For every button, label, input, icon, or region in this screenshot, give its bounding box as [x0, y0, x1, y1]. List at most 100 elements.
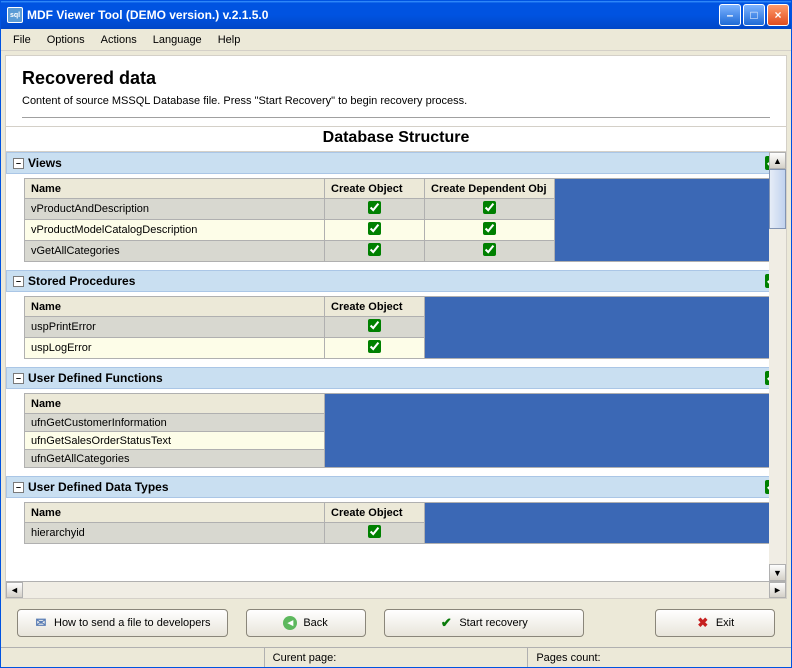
cell-create_object	[325, 523, 425, 544]
scroll-right-button[interactable]: ►	[769, 582, 786, 598]
cell-create_object	[325, 338, 425, 359]
table-filler	[555, 178, 776, 262]
exit-button[interactable]: ✖ Exit	[655, 609, 775, 637]
menu-language[interactable]: Language	[145, 31, 210, 49]
section-title: User Defined Data Types	[28, 480, 765, 494]
start-label: Start recovery	[459, 617, 527, 629]
app-icon: sql	[7, 7, 23, 23]
row-checkbox[interactable]	[368, 222, 381, 235]
close-button[interactable]: ×	[767, 4, 789, 26]
cell-name: ufnGetSalesOrderStatusText	[25, 432, 325, 450]
section-body-user_defined_functions: NameufnGetCustomerInformationufnGetSales…	[6, 389, 786, 476]
back-button[interactable]: ◄ Back	[246, 609, 366, 637]
cell-create_object	[325, 220, 425, 241]
cell-create_object	[325, 317, 425, 338]
x-icon: ✖	[696, 616, 710, 630]
current-page-label: Curent page:	[273, 652, 337, 664]
data-table-views: NameCreate ObjectCreate Dependent ObjvPr…	[24, 178, 555, 262]
vscroll-track[interactable]	[769, 229, 786, 564]
menu-options[interactable]: Options	[39, 31, 93, 49]
menu-actions[interactable]: Actions	[93, 31, 145, 49]
scroll-down-button[interactable]: ▼	[769, 564, 786, 581]
row-checkbox[interactable]	[368, 319, 381, 332]
section-title: User Defined Functions	[28, 371, 765, 385]
howto-button[interactable]: ✉ How to send a file to developers	[17, 609, 228, 637]
section-body-user_defined_data_types: NameCreate Objecthierarchyid	[6, 498, 786, 552]
table-row[interactable]: ufnGetAllCategories	[25, 450, 325, 468]
back-label: Back	[303, 617, 327, 629]
table-row[interactable]: vGetAllCategories	[25, 241, 555, 262]
app-window: sql MDF Viewer Tool (DEMO version.) v.2.…	[0, 0, 792, 668]
row-checkbox[interactable]	[483, 222, 496, 235]
howto-label: How to send a file to developers	[54, 617, 211, 629]
cell-name: ufnGetCustomerInformation	[25, 414, 325, 432]
row-checkbox[interactable]	[368, 525, 381, 538]
section-title: Views	[28, 156, 765, 170]
section-header-user_defined_functions: –User Defined Functions	[6, 367, 786, 389]
titlebar: sql MDF Viewer Tool (DEMO version.) v.2.…	[1, 1, 791, 29]
table-row[interactable]: vProductAndDescription	[25, 199, 555, 220]
cell-name: vProductModelCatalogDescription	[25, 220, 325, 241]
minimize-button[interactable]: –	[719, 4, 741, 26]
database-structure-panel: –ViewsNameCreate ObjectCreate Dependent …	[5, 152, 787, 599]
table-row[interactable]: uspPrintError	[25, 317, 425, 338]
table-filler	[325, 393, 776, 468]
scroll-left-button[interactable]: ◄	[6, 582, 23, 598]
content-area: Recovered data Content of source MSSQL D…	[1, 51, 791, 647]
col-create_object[interactable]: Create Object	[325, 179, 425, 199]
section-header-user_defined_data_types: –User Defined Data Types	[6, 476, 786, 498]
row-checkbox[interactable]	[368, 201, 381, 214]
footer-buttons: ✉ How to send a file to developers ◄ Bac…	[5, 599, 787, 643]
menu-help[interactable]: Help	[210, 31, 249, 49]
collapse-button[interactable]: –	[13, 276, 24, 287]
col-create_dependent[interactable]: Create Dependent Obj	[425, 179, 555, 199]
cell-name: uspLogError	[25, 338, 325, 359]
col-name[interactable]: Name	[25, 297, 325, 317]
table-filler	[425, 502, 776, 544]
col-name[interactable]: Name	[25, 394, 325, 414]
cell-create_dependent	[425, 199, 555, 220]
row-checkbox[interactable]	[368, 340, 381, 353]
row-checkbox[interactable]	[483, 243, 496, 256]
window-title: MDF Viewer Tool (DEMO version.) v.2.1.5.…	[27, 8, 719, 22]
row-checkbox[interactable]	[368, 243, 381, 256]
mail-icon: ✉	[34, 616, 48, 630]
maximize-button[interactable]: □	[743, 4, 765, 26]
col-create_object[interactable]: Create Object	[325, 503, 425, 523]
section-header-stored_procedures: –Stored Procedures	[6, 270, 786, 292]
cell-name: hierarchyid	[25, 523, 325, 544]
structure-scrollarea[interactable]: –ViewsNameCreate ObjectCreate Dependent …	[6, 152, 786, 581]
col-create_object[interactable]: Create Object	[325, 297, 425, 317]
cell-name: uspPrintError	[25, 317, 325, 338]
statusbar: Curent page: Pages count:	[1, 647, 791, 667]
collapse-button[interactable]: –	[13, 158, 24, 169]
table-row[interactable]: vProductModelCatalogDescription	[25, 220, 555, 241]
window-controls: – □ ×	[719, 4, 789, 26]
collapse-button[interactable]: –	[13, 373, 24, 384]
horizontal-scrollbar[interactable]: ◄ ►	[6, 581, 786, 598]
menu-file[interactable]: File	[5, 31, 39, 49]
scroll-up-button[interactable]: ▲	[769, 152, 786, 169]
start-recovery-button[interactable]: ✔ Start recovery	[384, 609, 584, 637]
table-row[interactable]: uspLogError	[25, 338, 425, 359]
col-name[interactable]: Name	[25, 179, 325, 199]
hscroll-track[interactable]	[23, 582, 769, 598]
table-row[interactable]: hierarchyid	[25, 523, 425, 544]
table-row[interactable]: ufnGetSalesOrderStatusText	[25, 432, 325, 450]
collapse-button[interactable]: –	[13, 482, 24, 493]
data-table-user_defined_functions: NameufnGetCustomerInformationufnGetSales…	[24, 393, 325, 468]
table-filler	[425, 296, 776, 359]
table-row[interactable]: ufnGetCustomerInformation	[25, 414, 325, 432]
cell-create_dependent	[425, 220, 555, 241]
vscroll-thumb[interactable]	[769, 169, 786, 229]
col-name[interactable]: Name	[25, 503, 325, 523]
cell-create_object	[325, 241, 425, 262]
vertical-scrollbar[interactable]: ▲ ▼	[769, 152, 786, 581]
row-checkbox[interactable]	[483, 201, 496, 214]
status-current-page: Curent page:	[264, 648, 528, 667]
data-table-stored_procedures: NameCreate ObjectuspPrintErroruspLogErro…	[24, 296, 425, 359]
back-icon: ◄	[283, 616, 297, 630]
cell-name: vGetAllCategories	[25, 241, 325, 262]
check-icon: ✔	[439, 616, 453, 630]
header-panel: Recovered data Content of source MSSQL D…	[5, 55, 787, 127]
